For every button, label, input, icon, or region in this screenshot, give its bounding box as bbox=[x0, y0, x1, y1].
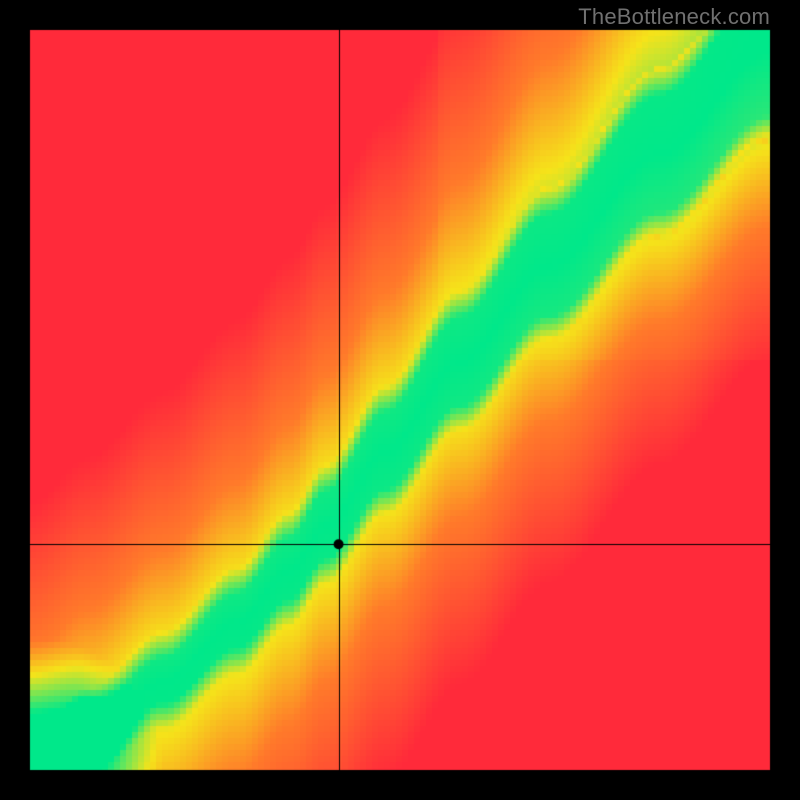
watermark-text: TheBottleneck.com bbox=[578, 4, 770, 30]
bottleneck-heatmap bbox=[0, 0, 800, 800]
